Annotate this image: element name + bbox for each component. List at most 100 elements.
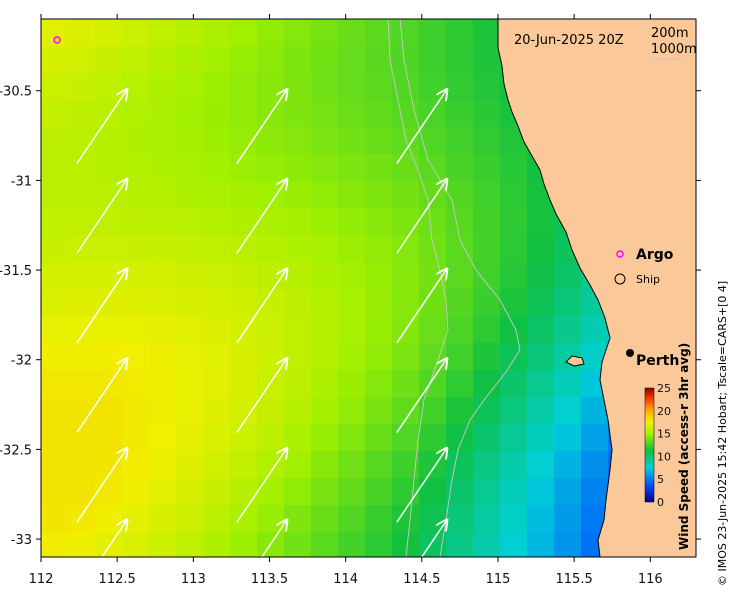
wind-speed-cell <box>284 478 312 506</box>
wind-speed-cell <box>122 127 150 155</box>
wind-speed-cell <box>446 73 474 101</box>
wind-speed-cell <box>527 451 555 479</box>
wind-speed-cell <box>473 343 501 371</box>
wind-speed-cell <box>284 127 312 155</box>
wind-speed-cell <box>68 19 96 47</box>
wind-speed-cell <box>176 181 204 209</box>
wind-speed-cell <box>338 100 366 128</box>
wind-speed-cell <box>257 46 285 74</box>
wind-speed-cell <box>230 316 258 344</box>
wind-arrow <box>76 269 127 344</box>
wind-speed-cell <box>203 451 231 479</box>
wind-speed-cell <box>284 100 312 128</box>
wind-speed-cell <box>122 46 150 74</box>
argo-legend-label: Argo <box>636 247 674 263</box>
contour-200m <box>399 19 521 557</box>
lon-tick-label: 115 <box>486 572 511 587</box>
wind-speed-cell <box>500 451 528 479</box>
wind-speed-cell <box>230 451 258 479</box>
wind-arrow <box>236 179 287 254</box>
wind-speed-cell <box>95 127 123 155</box>
wind-speed-cell <box>176 316 204 344</box>
wind-speed-cell <box>500 181 528 209</box>
lon-tick-label: 113.5 <box>251 572 288 587</box>
wind-speed-cell <box>473 100 501 128</box>
wind-arrow <box>76 90 127 165</box>
wind-speed-cell <box>41 154 69 182</box>
wind-speed-cell <box>554 316 582 344</box>
wind-speed-cell <box>203 100 231 128</box>
wind-speed-cell <box>95 397 123 425</box>
wind-speed-cell <box>176 478 204 506</box>
rottnest-island <box>565 355 585 367</box>
wind-speed-cell <box>527 316 555 344</box>
wind-speed-cell <box>230 181 258 209</box>
wind-speed-cell <box>68 343 96 371</box>
lat-tick-label: -32.5 <box>0 443 32 458</box>
wind-speed-cell <box>41 181 69 209</box>
wind-arrow <box>396 179 447 254</box>
wind-speed-cell <box>473 208 501 236</box>
wind-speed-cell <box>446 397 474 425</box>
wind-speed-cell <box>176 424 204 452</box>
wind-speed-cell <box>230 154 258 182</box>
wind-speed-cell <box>473 19 501 47</box>
wind-speed-cell <box>68 73 96 101</box>
wind-speed-cell <box>41 127 69 155</box>
wind-speed-cell <box>284 19 312 47</box>
wind-speed-cell <box>176 46 204 74</box>
wind-speed-cell <box>149 73 177 101</box>
wind-arrow <box>101 520 127 557</box>
wind-speed-cell <box>446 370 474 398</box>
wind-speed-cell <box>365 478 393 506</box>
colorbar-tick-label: 25 <box>657 382 671 395</box>
wind-speed-cell <box>527 478 555 506</box>
wind-speed-cell <box>500 505 528 533</box>
wind-speed-cell <box>338 316 366 344</box>
wind-speed-cell <box>95 208 123 236</box>
wind-speed-cell <box>122 100 150 128</box>
wind-speed-cell <box>338 73 366 101</box>
wind-speed-cell <box>311 451 339 479</box>
wind-speed-cell <box>500 397 528 425</box>
wind-speed-cell <box>122 73 150 101</box>
wind-speed-cell <box>95 19 123 47</box>
wind-speed-cell <box>365 46 393 74</box>
wind-speed-cell <box>203 46 231 74</box>
wind-speed-cell <box>392 370 420 398</box>
wind-speed-cell <box>392 397 420 425</box>
wind-speed-cell <box>149 478 177 506</box>
lat-tick-label: -30.5 <box>0 85 32 100</box>
wind-speed-cell <box>230 424 258 452</box>
wind-speed-cell <box>311 289 339 317</box>
wind-speed-cell <box>230 262 258 290</box>
wind-speed-cell <box>149 208 177 236</box>
wind-speed-cell <box>203 127 231 155</box>
wind-speed-cell <box>500 532 528 557</box>
wind-speed-cell <box>500 424 528 452</box>
wind-speed-cell <box>338 532 366 557</box>
wind-speed-cell <box>149 262 177 290</box>
wind-speed-cell <box>95 73 123 101</box>
wind-speed-cell <box>284 397 312 425</box>
wind-speed-cell <box>176 532 204 557</box>
lon-tick-label: 112.5 <box>99 572 136 587</box>
wind-speed-cell <box>527 208 555 236</box>
wind-speed-cell <box>581 451 609 479</box>
lat-tick-label: -31 <box>11 174 32 189</box>
wind-speed-cell <box>311 154 339 182</box>
wind-speed-cell <box>554 370 582 398</box>
ship-legend-label: Ship <box>636 273 660 286</box>
wind-speed-cell <box>95 532 123 557</box>
wind-speed-cell <box>500 343 528 371</box>
wind-speed-cell <box>122 424 150 452</box>
wind-speed-cell <box>149 397 177 425</box>
wind-speed-cell <box>95 46 123 74</box>
wind-speed-cell <box>311 208 339 236</box>
wind-speed-cell <box>419 127 447 155</box>
wind-speed-cell <box>95 343 123 371</box>
wind-speed-cell <box>284 181 312 209</box>
wind-speed-cell <box>446 505 474 533</box>
wind-speed-cell <box>365 235 393 263</box>
wind-speed-cell <box>338 505 366 533</box>
